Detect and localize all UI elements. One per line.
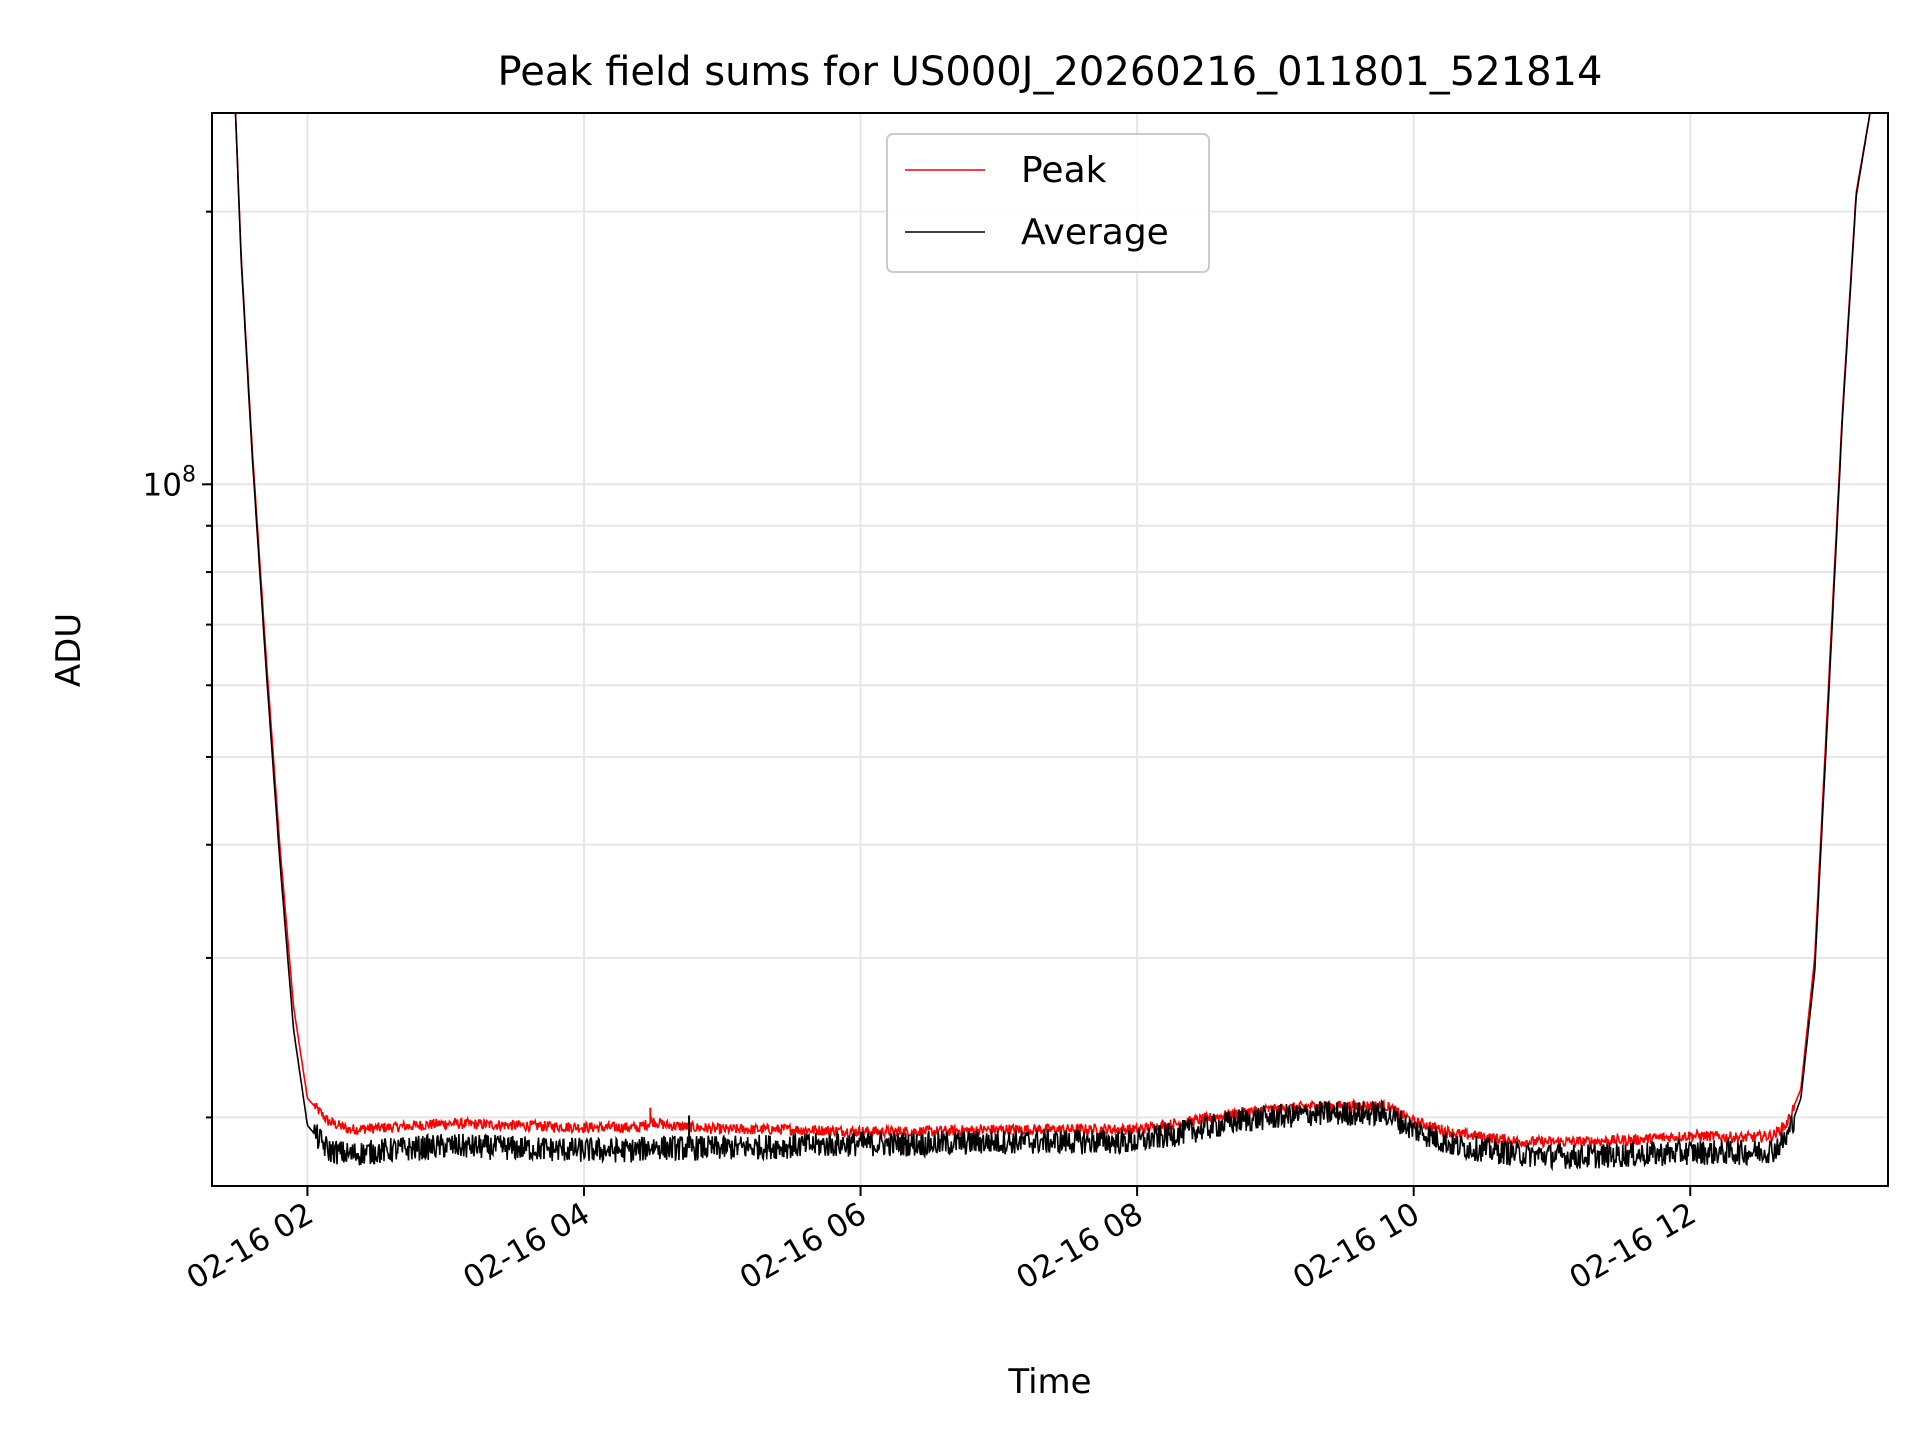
y-axis: 108 bbox=[143, 210, 212, 1119]
y-axis-label: ADU bbox=[49, 613, 89, 687]
legend-box bbox=[886, 133, 1210, 273]
legend-label-average: Average bbox=[1021, 212, 1169, 253]
series-line-average bbox=[234, 113, 1871, 1172]
plot-frame bbox=[211, 112, 1889, 1187]
y-tick-label: 108 bbox=[143, 462, 196, 503]
legend: Peak Average bbox=[886, 133, 1210, 273]
chart-title: Peak field sums for US000J_20260216_0118… bbox=[498, 49, 1603, 95]
grid-lines bbox=[212, 113, 1888, 1186]
series-line-peak bbox=[234, 113, 1871, 1150]
x-axis-label: Time bbox=[1007, 1362, 1091, 1402]
series-layer bbox=[234, 113, 1871, 1172]
legend-label-peak: Peak bbox=[1021, 150, 1107, 191]
